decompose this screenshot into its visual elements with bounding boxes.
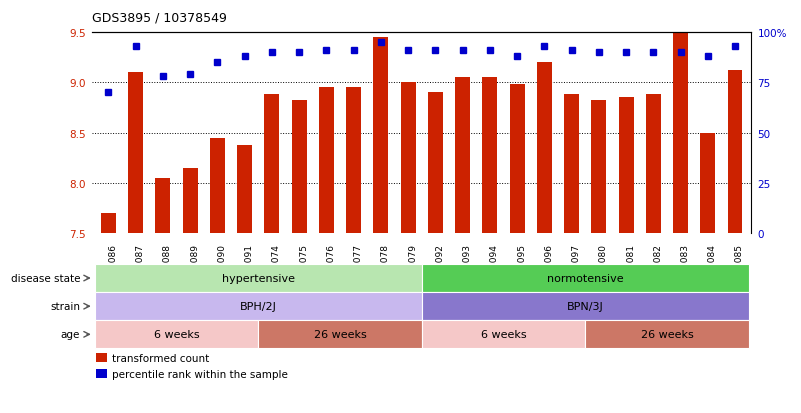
Text: strain: strain <box>50 301 80 311</box>
Text: BPN/3J: BPN/3J <box>567 301 603 311</box>
Text: percentile rank within the sample: percentile rank within the sample <box>112 369 288 379</box>
Text: GDS3895 / 10378549: GDS3895 / 10378549 <box>92 12 227 25</box>
Text: 6 weeks: 6 weeks <box>154 330 199 339</box>
Bar <box>373 38 388 233</box>
Bar <box>237 145 252 233</box>
Text: 6 weeks: 6 weeks <box>481 330 526 339</box>
Bar <box>482 78 497 233</box>
Text: age: age <box>61 330 80 339</box>
Text: 26 weeks: 26 weeks <box>314 330 366 339</box>
Text: BPH/2J: BPH/2J <box>239 301 276 311</box>
Bar <box>537 63 552 233</box>
Bar <box>319 88 334 233</box>
Bar <box>509 85 525 233</box>
Bar <box>727 71 743 233</box>
Bar <box>618 98 634 233</box>
Text: hypertensive: hypertensive <box>222 273 295 283</box>
Bar <box>564 95 579 233</box>
Bar <box>210 138 225 233</box>
Bar <box>183 168 198 233</box>
Bar <box>264 95 280 233</box>
Bar <box>155 178 171 233</box>
Text: normotensive: normotensive <box>547 273 623 283</box>
Bar <box>700 133 715 233</box>
Bar <box>646 95 661 233</box>
Bar <box>673 28 688 233</box>
Bar <box>400 83 416 233</box>
Bar <box>455 78 470 233</box>
Bar <box>591 101 606 233</box>
Bar <box>101 214 116 233</box>
Bar <box>346 88 361 233</box>
Bar <box>292 101 307 233</box>
Bar <box>128 73 143 233</box>
Bar <box>428 93 443 233</box>
Text: disease state: disease state <box>10 273 80 283</box>
Text: 26 weeks: 26 weeks <box>641 330 694 339</box>
Text: transformed count: transformed count <box>112 353 209 363</box>
